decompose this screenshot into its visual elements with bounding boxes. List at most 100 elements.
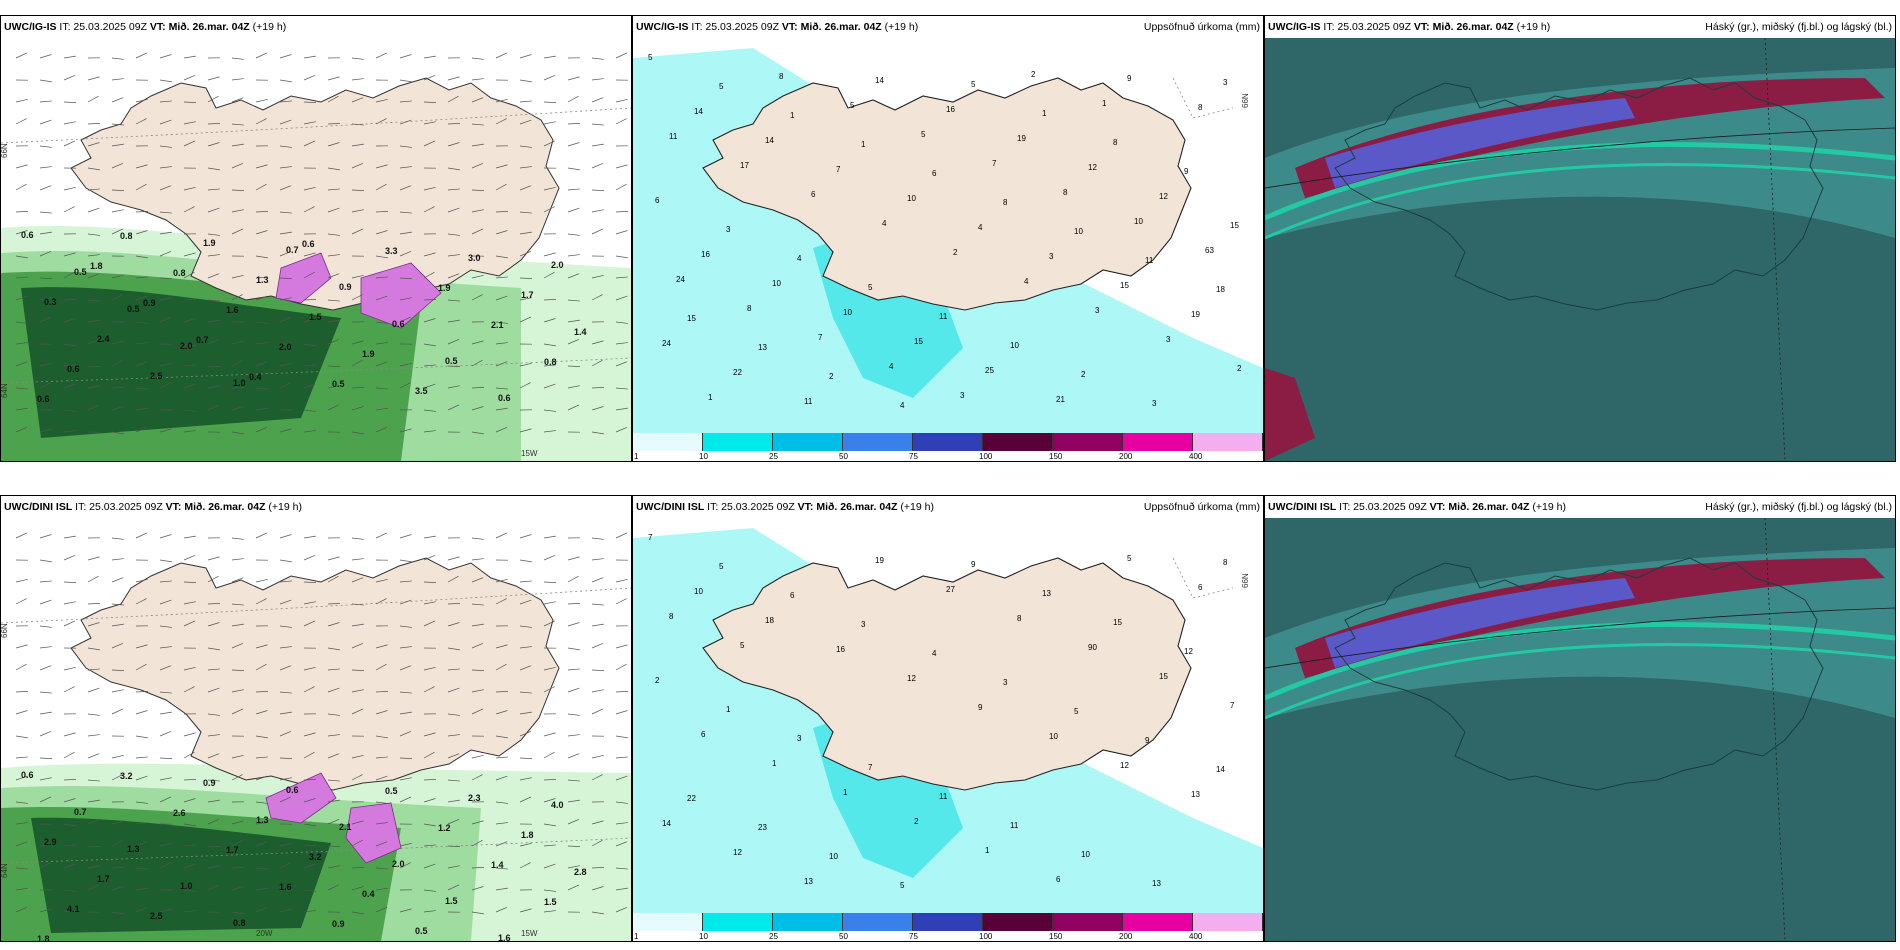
wind-barb [351, 228, 364, 235]
wind-barb [303, 554, 316, 561]
wind-value: 0.6 [286, 785, 299, 795]
wind-barb [207, 734, 220, 737]
colorbar-swatch [773, 913, 843, 931]
wind-barb [87, 575, 99, 583]
precip-value: 3 [861, 620, 866, 629]
wind-barb [159, 691, 172, 694]
wind-barb [399, 100, 412, 103]
snow-area [360, 262, 442, 329]
wind-barb [303, 364, 316, 367]
precip-value: 10 [1081, 850, 1090, 859]
wind-barb [63, 318, 76, 323]
colorbar-tick: 50 [839, 452, 848, 461]
wind-barb [39, 79, 52, 83]
wind-barb [135, 230, 148, 235]
wind-barb [591, 623, 604, 627]
wind-barb [495, 735, 508, 739]
wind-barb [63, 430, 76, 433]
wind-barb [15, 801, 28, 804]
edge-label: 64N [1, 863, 9, 878]
wind-barb [543, 581, 557, 583]
panel-r2-cloud: UWC/DINI ISL IT: 25.03.2025 09Z VT: Mið.… [1264, 495, 1896, 942]
wind-barb [183, 863, 196, 869]
wind-barb [375, 532, 388, 539]
wind-barb [279, 625, 292, 628]
wind-barb [183, 383, 196, 389]
precip-value: 5 [900, 881, 905, 890]
wind-barb [87, 233, 100, 236]
colorbar-tick: 75 [909, 452, 918, 461]
wind-barb [543, 364, 556, 367]
wind-barb [135, 98, 148, 103]
wind-barb [255, 276, 268, 279]
wind-barb [39, 316, 52, 323]
low-cloud-band [1265, 142, 1895, 221]
wind-value: 0.6 [302, 239, 315, 249]
precip-value: 13 [804, 877, 813, 886]
wind-barb [135, 255, 148, 259]
wind-barb [15, 644, 28, 649]
wind-barb [303, 844, 316, 847]
wind-barb [567, 556, 580, 561]
wind-value: 0.4 [249, 372, 262, 382]
wind-barb [231, 228, 244, 235]
wind-barb [519, 316, 532, 323]
wind-barb [15, 867, 28, 870]
wind-barb [135, 342, 148, 345]
wind-barb [63, 779, 77, 781]
colorbar-swatch [703, 913, 773, 931]
wind-barb [327, 319, 340, 323]
wind-barb [303, 318, 316, 323]
wind-barb [471, 228, 484, 235]
wind-barb [615, 426, 628, 433]
wind-barb [303, 863, 316, 869]
wind-barb [351, 689, 364, 693]
wind-barb [519, 534, 532, 539]
wind-barb [39, 908, 52, 913]
wind-barb [399, 534, 412, 539]
wind-barb [135, 775, 148, 781]
wind-value: 0.8 [233, 918, 246, 928]
wind-barb [279, 428, 292, 433]
wind-barb [471, 623, 484, 627]
wind-barb [567, 233, 580, 236]
wind-barb [591, 669, 605, 671]
wind-barb [471, 886, 484, 891]
wind-value: 1.3 [127, 844, 140, 854]
panel-header: UWC/DINI ISL IT: 25.03.2025 09Z VT: Mið.… [633, 496, 1263, 518]
wind-barb [519, 231, 532, 235]
wind-barb [615, 710, 628, 715]
wind-barb [159, 646, 172, 649]
wind-value: 1.0 [180, 881, 193, 891]
wind-barb [375, 887, 388, 891]
edge-label: 15W [521, 929, 538, 938]
wind-barb [15, 276, 28, 279]
wind-barb [207, 818, 220, 825]
panel-r2-wind: UWC/DINI ISL IT: 25.03.2025 09Z VT: Mið.… [0, 495, 632, 942]
precip-value: 1 [772, 759, 777, 768]
wind-barb [111, 123, 124, 126]
wind-barb [207, 647, 220, 651]
wind-barb [615, 532, 628, 539]
precip-value: 10 [1134, 217, 1143, 226]
precip-value: 3 [726, 225, 731, 234]
precip-value: 13 [1191, 790, 1200, 799]
wind-barb [423, 186, 436, 191]
precip-value: 25 [985, 366, 994, 375]
wind-barb [399, 119, 412, 125]
wind-barb [159, 211, 172, 214]
wind-barb [183, 889, 196, 892]
wind-barb [63, 252, 76, 257]
wind-barb [423, 343, 436, 347]
panel-title: Háský (gr.), miðský (fj.bl.) og lágský (… [1705, 501, 1892, 513]
wind-barb [423, 620, 436, 627]
wind-barb [39, 580, 52, 583]
wind-barb [183, 620, 196, 627]
wind-barb [159, 796, 172, 803]
wind-barb [447, 575, 459, 583]
wind-barb [423, 206, 435, 213]
wind-barb [135, 361, 148, 367]
wind-barb [519, 908, 532, 913]
wind-barb [591, 431, 604, 435]
wind-barb [567, 799, 580, 803]
